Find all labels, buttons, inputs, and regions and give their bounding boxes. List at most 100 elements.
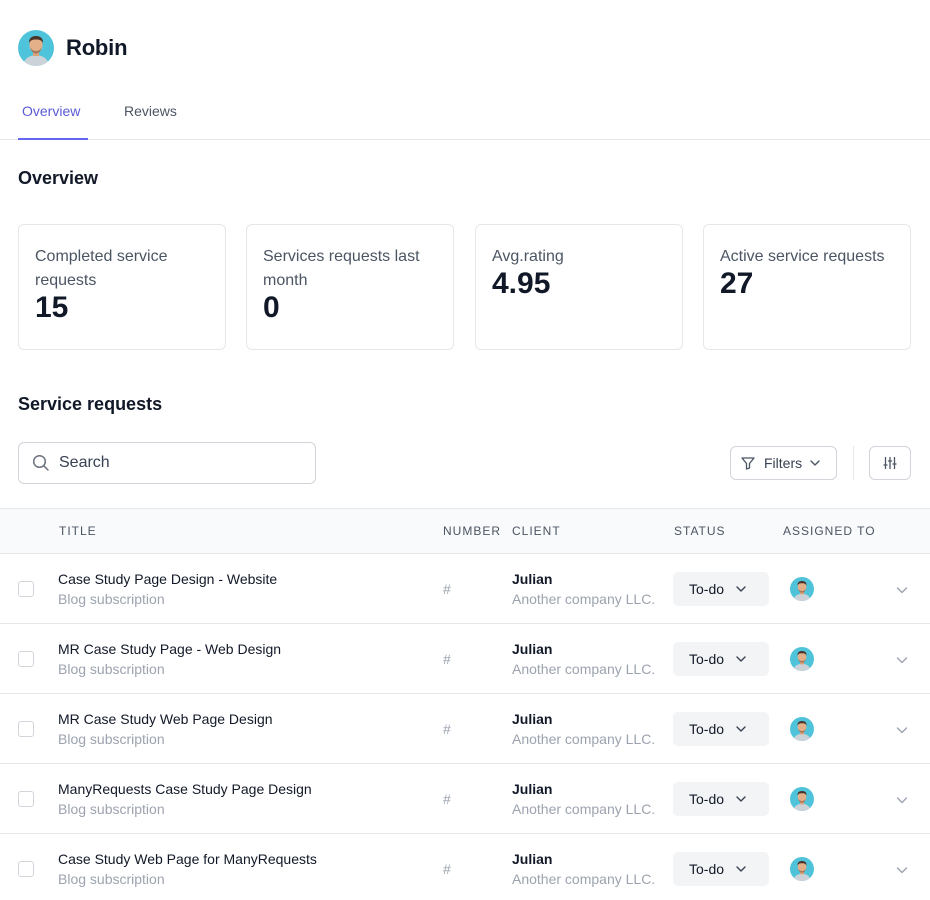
status-dropdown[interactable]: To-do bbox=[673, 572, 769, 606]
status-dropdown[interactable]: To-do bbox=[673, 712, 769, 746]
assignee-avatar[interactable] bbox=[790, 717, 814, 741]
stat-label: Avg.rating bbox=[492, 248, 564, 265]
tab-overview-label: Overview bbox=[22, 103, 81, 119]
stat-card-active: Active service requests 27 bbox=[703, 224, 911, 350]
person-avatar-icon bbox=[18, 30, 54, 66]
column-header-status[interactable]: STATUS bbox=[674, 524, 726, 538]
table-row[interactable]: ManyRequests Case Study Page Design Blog… bbox=[0, 764, 930, 834]
stat-value: 4.95 bbox=[492, 267, 551, 300]
stat-card-completed: Completed service requests 15 bbox=[18, 224, 226, 350]
column-header-assigned[interactable]: ASSIGNED TO bbox=[783, 524, 876, 538]
chevron-down-icon bbox=[736, 866, 746, 872]
profile-header: Robin bbox=[18, 30, 128, 66]
client-name: Julian bbox=[512, 641, 553, 657]
assignee-avatar[interactable] bbox=[790, 857, 814, 881]
person-avatar-icon bbox=[790, 577, 814, 601]
stat-value: 27 bbox=[720, 267, 754, 300]
chevron-down-icon bbox=[736, 586, 746, 592]
stat-label: Active service requests bbox=[720, 248, 885, 265]
client-company: Another company LLC. bbox=[512, 661, 656, 677]
search-box[interactable] bbox=[18, 442, 316, 484]
filters-button[interactable]: Filters bbox=[730, 446, 837, 480]
request-number: # bbox=[443, 651, 451, 667]
table-header: TITLE NUMBER CLIENT STATUS ASSIGNED TO bbox=[0, 508, 930, 554]
request-title[interactable]: Case Study Web Page for ManyRequests bbox=[58, 851, 317, 867]
table-row[interactable]: Case Study Web Page for ManyRequests Blo… bbox=[0, 834, 930, 900]
profile-avatar bbox=[18, 30, 54, 66]
overview-heading: Overview bbox=[18, 168, 99, 188]
status-dropdown[interactable]: To-do bbox=[673, 852, 769, 886]
tab-overview[interactable]: Overview bbox=[18, 86, 88, 140]
row-expand-chevron-icon[interactable] bbox=[894, 652, 910, 668]
chevron-down-icon bbox=[736, 796, 746, 802]
stat-card-avg-rating: Avg.rating 4.95 bbox=[475, 224, 683, 350]
row-expand-chevron-icon[interactable] bbox=[894, 722, 910, 738]
table-row[interactable]: MR Case Study Web Page Design Blog subsc… bbox=[0, 694, 930, 764]
client-name: Julian bbox=[512, 781, 553, 797]
request-number: # bbox=[443, 791, 451, 807]
row-expand-chevron-icon[interactable] bbox=[894, 582, 910, 598]
client-company: Another company LLC. bbox=[512, 731, 656, 747]
service-requests-heading: Service requests bbox=[18, 394, 163, 414]
row-checkbox[interactable] bbox=[18, 581, 34, 597]
person-avatar-icon bbox=[790, 857, 814, 881]
stat-value: 15 bbox=[35, 291, 69, 324]
status-label: To-do bbox=[689, 651, 725, 667]
stat-label: Services requests last month bbox=[263, 248, 420, 289]
request-subtitle: Blog subscription bbox=[58, 731, 165, 747]
status-dropdown[interactable]: To-do bbox=[673, 782, 769, 816]
toolbar-divider bbox=[853, 446, 854, 480]
filter-icon bbox=[741, 457, 755, 470]
status-dropdown[interactable]: To-do bbox=[673, 642, 769, 676]
row-expand-chevron-icon[interactable] bbox=[894, 792, 910, 808]
request-subtitle: Blog subscription bbox=[58, 871, 165, 887]
request-title[interactable]: MR Case Study Page - Web Design bbox=[58, 641, 282, 657]
person-avatar-icon bbox=[790, 787, 814, 811]
table-row[interactable]: Case Study Page Design - Website Blog su… bbox=[0, 554, 930, 624]
request-subtitle: Blog subscription bbox=[58, 591, 165, 607]
column-header-title[interactable]: TITLE bbox=[59, 524, 97, 538]
status-label: To-do bbox=[689, 581, 725, 597]
request-subtitle: Blog subscription bbox=[58, 801, 165, 817]
stat-label: Completed service requests bbox=[35, 248, 168, 289]
person-avatar-icon bbox=[790, 717, 814, 741]
row-checkbox[interactable] bbox=[18, 721, 34, 737]
client-name: Julian bbox=[512, 711, 553, 727]
filters-label: Filters bbox=[764, 455, 803, 471]
row-checkbox[interactable] bbox=[18, 651, 34, 667]
row-checkbox[interactable] bbox=[18, 791, 34, 807]
request-title[interactable]: Case Study Page Design - Website bbox=[58, 571, 278, 587]
search-icon bbox=[32, 454, 49, 471]
status-label: To-do bbox=[689, 721, 725, 737]
request-number: # bbox=[443, 721, 451, 737]
status-label: To-do bbox=[689, 791, 725, 807]
stat-card-last-month: Services requests last month 0 bbox=[246, 224, 454, 350]
column-settings-button[interactable] bbox=[869, 446, 911, 480]
column-header-number[interactable]: NUMBER bbox=[443, 524, 502, 538]
column-header-client[interactable]: CLIENT bbox=[512, 524, 561, 538]
stat-value: 0 bbox=[263, 291, 280, 324]
row-checkbox[interactable] bbox=[18, 861, 34, 877]
assignee-avatar[interactable] bbox=[790, 577, 814, 601]
request-number: # bbox=[443, 861, 451, 877]
chevron-down-icon bbox=[810, 460, 820, 466]
profile-name: Robin bbox=[66, 35, 128, 60]
request-subtitle: Blog subscription bbox=[58, 661, 165, 677]
client-company: Another company LLC. bbox=[512, 591, 656, 607]
assignee-avatar[interactable] bbox=[790, 787, 814, 811]
sliders-icon bbox=[883, 456, 897, 470]
client-company: Another company LLC. bbox=[512, 871, 656, 887]
person-avatar-icon bbox=[790, 647, 814, 671]
request-number: # bbox=[443, 581, 451, 597]
request-title[interactable]: ManyRequests Case Study Page Design bbox=[58, 781, 312, 797]
request-title[interactable]: MR Case Study Web Page Design bbox=[58, 711, 273, 727]
row-expand-chevron-icon[interactable] bbox=[894, 862, 910, 878]
chevron-down-icon bbox=[736, 726, 746, 732]
client-company: Another company LLC. bbox=[512, 801, 656, 817]
status-label: To-do bbox=[689, 861, 725, 877]
tab-reviews[interactable]: Reviews bbox=[124, 86, 184, 139]
search-input[interactable] bbox=[59, 454, 299, 472]
table-row[interactable]: MR Case Study Page - Web Design Blog sub… bbox=[0, 624, 930, 694]
chevron-down-icon bbox=[736, 656, 746, 662]
assignee-avatar[interactable] bbox=[790, 647, 814, 671]
